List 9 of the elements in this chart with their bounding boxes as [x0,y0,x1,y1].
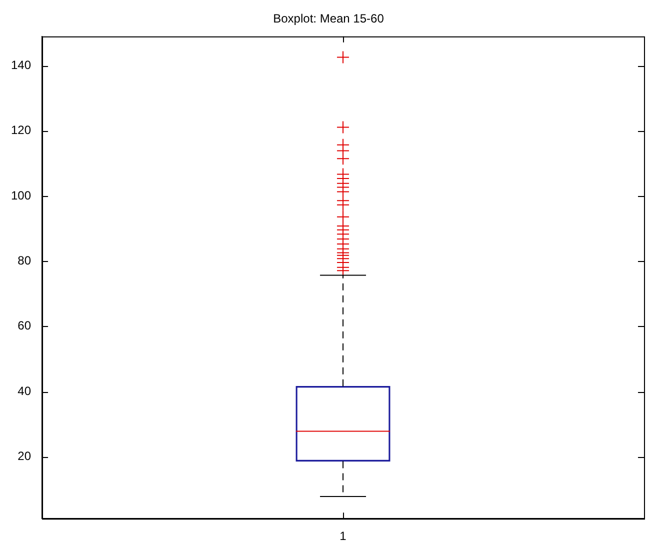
y-tick-label: 20 [18,449,32,464]
x-tick-label: 1 [340,529,347,544]
y-tick-label: 100 [10,188,32,202]
chart-title: Boxplot: Mean 15-60 [273,12,384,26]
y-tick-label: 80 [18,254,32,268]
y-tick-label: 60 [18,318,32,333]
y-tick-label: 140 [10,58,32,72]
y-tick-label: 120 [10,123,32,138]
y-tick-label: 40 [18,384,32,398]
